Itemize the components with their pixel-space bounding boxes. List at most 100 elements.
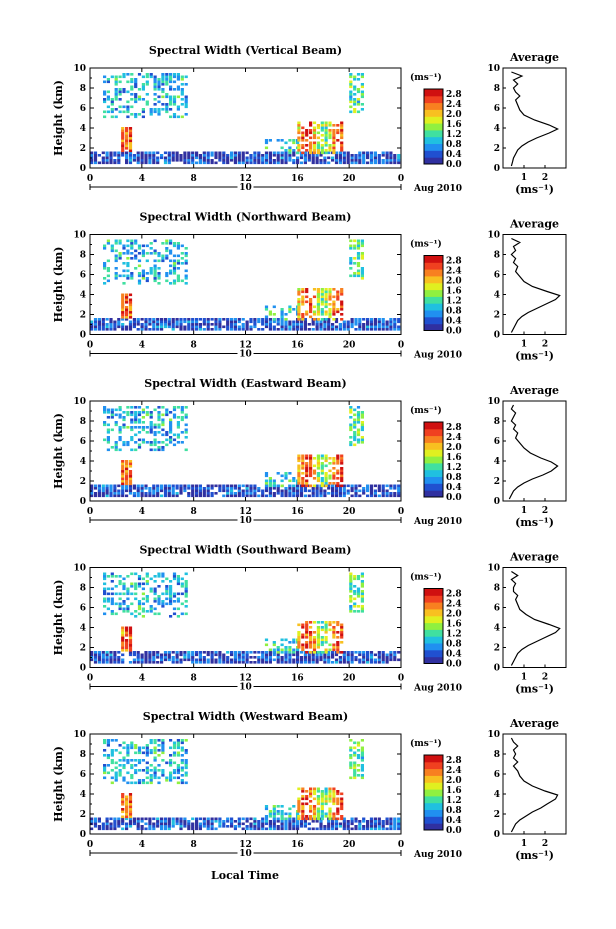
x-tick-label: 0 xyxy=(398,674,404,684)
heatmap-cell xyxy=(301,795,305,798)
heatmap-cell xyxy=(113,827,117,831)
heatmap-cell xyxy=(121,132,125,135)
heatmap-cell xyxy=(161,746,165,750)
heatmap-cell xyxy=(118,575,122,578)
heatmap-cell xyxy=(134,418,138,422)
heatmap-cell xyxy=(141,110,145,114)
heatmap-cell xyxy=(105,494,109,498)
heatmap-cell xyxy=(334,822,339,826)
heatmap-cell xyxy=(261,658,265,662)
heatmap-cell xyxy=(176,277,180,280)
heatmap-cell xyxy=(349,267,353,270)
heatmap-cell xyxy=(137,279,142,283)
heatmap-cell xyxy=(334,151,339,155)
heatmap-cell xyxy=(171,325,175,329)
heatmap-cell xyxy=(385,159,389,162)
heatmap-cell xyxy=(296,323,300,326)
heatmap-cell xyxy=(125,313,129,317)
heatmap-cell xyxy=(169,592,173,596)
heatmap-cell xyxy=(334,820,339,823)
heatmap-cell xyxy=(233,161,237,165)
heatmap-cell xyxy=(245,825,249,828)
heatmap-cell xyxy=(353,100,357,104)
heatmap-cell xyxy=(284,653,288,657)
heatmap-cell xyxy=(210,822,214,826)
heatmap-cell xyxy=(101,651,105,654)
heatmap-cell xyxy=(253,656,257,659)
avg-x-tick-label: 1 xyxy=(521,173,527,183)
heatmap-cell xyxy=(156,653,160,657)
heatmap-cell xyxy=(165,431,169,434)
heatmap-cell xyxy=(149,113,153,116)
heatmap-cell xyxy=(353,766,357,770)
heatmap-cell xyxy=(145,259,149,263)
heatmap-cell xyxy=(312,457,317,460)
heatmap-cell xyxy=(299,325,304,329)
heatmap-cell xyxy=(134,254,138,258)
heatmap-cell xyxy=(358,661,362,664)
heatmap-cell xyxy=(268,318,272,321)
heatmap-cell xyxy=(332,305,336,309)
heatmap-cell xyxy=(144,661,148,664)
heatmap-cell xyxy=(297,457,301,460)
heatmap-cell xyxy=(103,582,107,586)
heatmap-cell xyxy=(152,151,156,155)
heatmap-cell xyxy=(354,154,358,157)
heatmap-cell xyxy=(114,423,118,427)
heatmap-cell xyxy=(354,825,358,828)
heatmap-cell xyxy=(332,646,336,649)
heatmap-cell xyxy=(125,298,129,302)
heatmap-cell xyxy=(312,129,317,132)
heatmap-cell xyxy=(268,479,272,483)
y-tick-label: 0 xyxy=(80,331,86,341)
heatmap-cell xyxy=(373,159,377,162)
heatmap-cell xyxy=(319,325,323,329)
heatmap-cell xyxy=(113,825,117,828)
heatmap-cell xyxy=(198,156,202,160)
heatmap-cell xyxy=(149,242,153,245)
heatmap-cell xyxy=(218,159,222,162)
heatmap-cell xyxy=(297,298,301,301)
heatmap-cell xyxy=(202,492,206,495)
heatmap-cell xyxy=(284,492,288,495)
colorbar-swatch xyxy=(424,643,443,651)
heatmap-cell xyxy=(264,484,269,488)
heatmap-cell xyxy=(125,634,129,637)
heatmap-cell xyxy=(176,575,180,578)
heatmap-cell xyxy=(183,320,187,324)
heatmap-cell xyxy=(153,580,157,583)
heatmap-cell xyxy=(381,154,385,157)
heatmap-cell xyxy=(226,484,230,488)
heatmap-cell xyxy=(397,817,401,821)
heatmap-cell xyxy=(130,80,134,84)
heatmap-cell xyxy=(358,822,362,826)
heatmap-cell xyxy=(311,492,315,495)
heatmap-cell xyxy=(309,459,313,463)
heatmap-cell xyxy=(156,159,160,162)
heatmap-cell xyxy=(297,146,301,150)
heatmap-cell xyxy=(331,825,335,828)
heatmap-cell xyxy=(157,113,161,116)
heatmap-cell xyxy=(163,161,168,165)
heatmap-cell xyxy=(356,262,361,265)
heatmap-cell xyxy=(167,320,171,324)
heatmap-cell xyxy=(288,822,292,826)
heatmap-cell xyxy=(128,825,133,828)
heatmap-cell xyxy=(338,661,342,664)
heatmap-cell xyxy=(165,108,169,111)
heatmap-cell xyxy=(153,749,157,752)
heatmap-cell xyxy=(316,288,320,291)
heatmap-cell xyxy=(210,318,214,321)
heatmap-cell xyxy=(183,325,187,329)
heatmap-cell xyxy=(303,656,307,659)
heatmap-cell xyxy=(172,103,177,106)
heatmap-cell xyxy=(171,151,175,155)
heatmap-cell xyxy=(332,792,336,796)
heatmap-cell xyxy=(309,633,313,637)
heatmap-cell xyxy=(315,159,319,162)
heatmap-cell xyxy=(134,597,138,601)
heatmap-cell xyxy=(305,623,309,627)
heatmap-cell xyxy=(206,156,210,160)
heatmap-cell xyxy=(297,315,301,319)
heatmap-cell xyxy=(125,161,129,165)
